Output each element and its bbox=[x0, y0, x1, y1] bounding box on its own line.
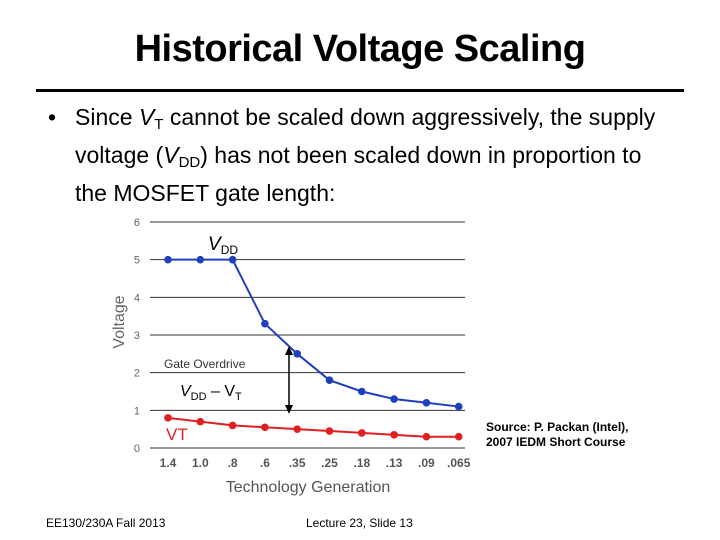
data-point-vdd bbox=[325, 376, 334, 384]
overdrive-v: V bbox=[180, 383, 192, 400]
data-point-vdd bbox=[164, 255, 172, 264]
overdrive-sub-t: T bbox=[235, 391, 242, 403]
data-point-vt bbox=[228, 421, 237, 430]
data-point-vt bbox=[422, 432, 431, 441]
data-point-vt bbox=[454, 432, 463, 441]
data-point-vt bbox=[325, 427, 334, 435]
data-point-vdd bbox=[422, 399, 431, 407]
course-footer: EE130/230A Fall 2013 bbox=[46, 516, 166, 530]
y-tick-label: 6 bbox=[134, 217, 140, 229]
bullet-text: Since VT cannot be scaled down aggressiv… bbox=[75, 102, 675, 209]
bullet-text-part: Since bbox=[75, 104, 139, 130]
x-tick-label: .18 bbox=[353, 456, 370, 470]
data-point-vdd bbox=[454, 402, 463, 411]
data-point-vdd bbox=[196, 255, 205, 264]
x-tick-label: .065 bbox=[447, 456, 471, 470]
bullet-symbol: • bbox=[48, 104, 57, 130]
vdd-subscript: DD bbox=[178, 154, 201, 171]
data-point-vt bbox=[390, 431, 398, 439]
y-tick-label: 2 bbox=[134, 368, 140, 380]
title-divider bbox=[36, 89, 684, 92]
data-point-vt bbox=[196, 417, 205, 426]
overdrive-arrowhead-down bbox=[285, 405, 293, 414]
gate-overdrive-label: Gate Overdrive bbox=[164, 357, 246, 371]
x-tick-label: .25 bbox=[321, 456, 338, 470]
overdrive-arrowhead-up bbox=[285, 346, 293, 355]
source-citation: Source: P. Packan (Intel), 2007 IEDM Sho… bbox=[486, 420, 629, 450]
x-tick-label: .8 bbox=[228, 456, 238, 470]
vdd-symbol: V bbox=[163, 142, 179, 168]
series-line-vdd bbox=[168, 258, 459, 408]
x-tick-label: 1.0 bbox=[192, 456, 209, 470]
grid-layer bbox=[150, 221, 465, 449]
vt-symbol: V bbox=[138, 104, 155, 130]
series-layer bbox=[164, 255, 463, 441]
y-tick-label: 4 bbox=[134, 292, 140, 304]
data-point-vt bbox=[358, 429, 366, 437]
source-line-2: 2007 IEDM Short Course bbox=[486, 435, 626, 449]
data-point-vdd bbox=[293, 350, 301, 358]
vt-subscript: T bbox=[154, 116, 164, 133]
y-tick-label: 5 bbox=[134, 255, 140, 267]
data-point-vdd bbox=[358, 387, 366, 396]
y-axis-title: Voltage bbox=[111, 295, 128, 348]
y-tick-labels: 0 1 2 3 4 5 6 bbox=[134, 217, 140, 455]
x-tick-label: .35 bbox=[289, 456, 306, 470]
y-tick-label: 1 bbox=[134, 405, 140, 417]
x-tick-label: 1.4 bbox=[160, 456, 177, 470]
y-tick-label: 0 bbox=[134, 443, 140, 455]
data-point-vt bbox=[261, 423, 269, 432]
data-point-vdd bbox=[261, 319, 269, 328]
data-point-vdd bbox=[390, 395, 398, 403]
bullet-text-part: cannot be scaled down aggressively, the … bbox=[75, 104, 656, 168]
x-tick-labels: 1.4 1.0 .8 .6 .35 .25 .18 .13 .09 .065 bbox=[160, 456, 471, 470]
data-point-vt bbox=[164, 414, 172, 422]
vdd-label-sub: DD bbox=[221, 243, 239, 257]
vdd-series-label: VDD bbox=[208, 234, 238, 257]
slide-number-footer: Lecture 23, Slide 13 bbox=[306, 516, 413, 530]
overdrive-formula: VDD – VT bbox=[180, 383, 242, 403]
x-tick-label: .6 bbox=[260, 456, 270, 470]
y-tick-label: 3 bbox=[134, 330, 140, 342]
vdd-label-v: V bbox=[208, 234, 223, 255]
slide-title: Historical Voltage Scaling bbox=[134, 28, 586, 70]
overdrive-minus-v: – V bbox=[207, 383, 236, 400]
bullet-text-part: ) has not been scaled down in proportion… bbox=[75, 142, 642, 206]
voltage-scaling-chart: 0 1 2 3 4 5 6 1.4 1.0 .8 .6 .35 .25 .18 .13 .09 .065 Vo… bbox=[111, 217, 471, 496]
x-tick-label: .09 bbox=[418, 456, 435, 470]
data-point-vt bbox=[293, 425, 301, 433]
x-tick-label: .13 bbox=[386, 456, 403, 470]
vt-series-label: VT bbox=[166, 425, 188, 444]
series-line-vt bbox=[167, 416, 459, 438]
source-line-1: Source: P. Packan (Intel), bbox=[486, 420, 629, 434]
data-point-vdd bbox=[228, 255, 237, 264]
x-axis-title: Technology Generation bbox=[226, 479, 391, 496]
overdrive-sub-dd: DD bbox=[191, 391, 207, 403]
